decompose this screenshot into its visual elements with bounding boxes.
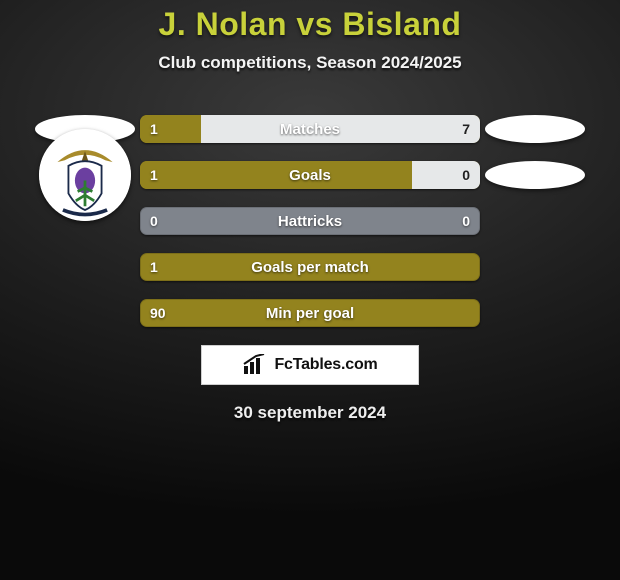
brand-box[interactable]: FcTables.com [201, 345, 419, 385]
bar-segment-left [140, 161, 412, 189]
bar-segment-left [140, 115, 201, 143]
right-team-slot [480, 197, 590, 245]
player-photo-placeholder [485, 115, 585, 143]
stat-bar: 17Matches [140, 115, 480, 143]
date-label: 30 september 2024 [0, 403, 620, 423]
stat-bar: 10Goals [140, 161, 480, 189]
bar-segment-right [201, 115, 480, 143]
player-photo-placeholder [485, 161, 585, 189]
right-team-slot [480, 243, 590, 291]
stat-bar: 1Goals per match [140, 253, 480, 281]
stat-bar: 90Min per goal [140, 299, 480, 327]
stat-value-left: 0 [140, 207, 168, 235]
stat-bar: 0 0Hattricks [140, 207, 480, 235]
left-team-slot [30, 151, 140, 199]
left-team-slot [30, 243, 140, 291]
page-title: J. Nolan vs Bisland [0, 6, 620, 43]
comparison-card: J. Nolan vs Bisland Club competitions, S… [0, 0, 620, 423]
stat-value-left: 90 [140, 299, 176, 327]
stat-row: 1Goals per match [0, 253, 620, 281]
stat-row: 90Min per goal [0, 299, 620, 327]
stat-label: Hattricks [140, 207, 480, 235]
left-team-slot [30, 197, 140, 245]
stat-value-left: 1 [140, 253, 168, 281]
bar-chart-icon [242, 354, 270, 376]
right-team-slot [480, 105, 590, 153]
stat-label: Min per goal [140, 299, 480, 327]
right-team-slot [480, 151, 590, 199]
stat-label: Goals per match [140, 253, 480, 281]
left-team-slot [30, 289, 140, 337]
brand-text: FcTables.com [274, 356, 377, 374]
stat-row: 10Goals [0, 161, 620, 189]
stat-row: 0 0Hattricks [0, 207, 620, 235]
stat-value-right: 0 [452, 207, 480, 235]
subtitle: Club competitions, Season 2024/2025 [0, 53, 620, 73]
bar-segment-right [412, 161, 480, 189]
right-team-slot [480, 289, 590, 337]
stat-rows: 17Matches 10Goals 0 0Hattricks 1Goals per m… [0, 115, 620, 327]
